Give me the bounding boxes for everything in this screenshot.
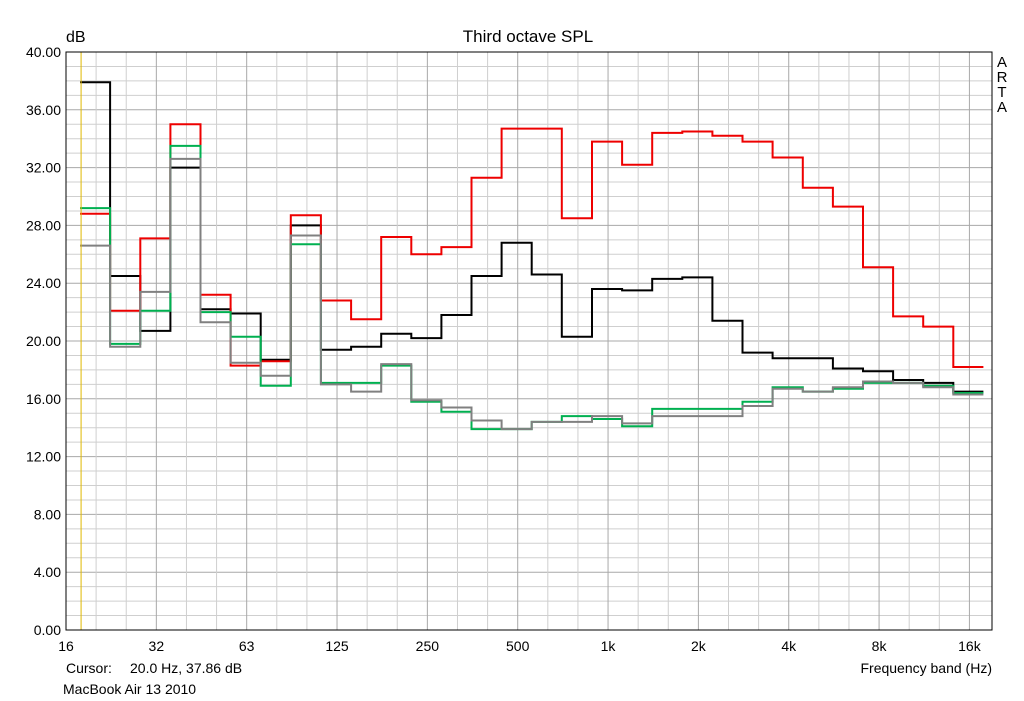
y-tick-label: 20.00 [26,333,61,349]
cursor-readout: 20.0 Hz, 37.86 dB [130,660,242,676]
x-tick-label: 8k [872,638,888,654]
y-tick-label: 24.00 [26,275,61,291]
arta-letter: T [997,84,1006,101]
x-tick-label: 1k [601,638,617,654]
plot-frame [65,51,993,631]
y-tick-label: 12.00 [26,449,61,465]
x-axis-label: Frequency band (Hz) [860,660,992,676]
chart-caption: MacBook Air 13 2010 [63,681,196,697]
y-tick-label: 0.00 [34,622,61,638]
y-tick-labels: 0.00 4.00 8.00 12.00 16.00 20.00 24.00 28.00 32.… [26,44,61,638]
y-tick-label: 8.00 [34,506,61,522]
x-tick-label: 16 [58,638,74,654]
arta-letter: R [997,69,1008,86]
y-tick-label: 40.00 [26,44,61,60]
y-tick-label: 32.00 [26,160,61,176]
series-line-4 [80,157,984,431]
arta-letter: A [997,99,1007,116]
arta-letter: A [997,54,1007,71]
x-tick-label: 2k [691,638,707,654]
series-layer [80,81,984,431]
cursor-label: Cursor: [66,660,112,676]
y-tick-label: 28.00 [26,217,61,233]
x-tick-label: 32 [149,638,165,654]
y-tick-label: 4.00 [34,564,61,580]
x-tick-label: 63 [239,638,255,654]
x-tick-label: 125 [325,638,349,654]
x-tick-label: 4k [781,638,797,654]
x-tick-label: 250 [416,638,440,654]
chart-title: Third octave SPL [463,27,593,46]
y-tick-label: 16.00 [26,391,61,407]
x-tick-labels: 16 32 63 125 250 500 1k 2k 4k 8k 16k [58,638,981,654]
x-tick-label: 500 [506,638,530,654]
x-tick-label: 16k [958,638,982,654]
grid [65,51,992,631]
y-axis-label: dB [66,29,86,46]
y-tick-label: 36.00 [26,102,61,118]
